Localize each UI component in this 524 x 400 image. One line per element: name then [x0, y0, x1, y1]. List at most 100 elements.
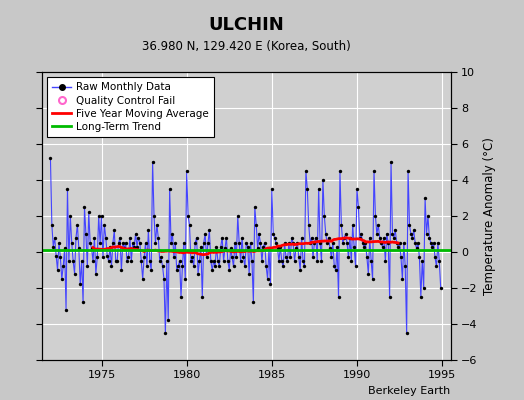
Point	[104, 258, 113, 264]
Point	[418, 258, 427, 264]
Point	[303, 186, 311, 192]
Point	[161, 330, 170, 336]
Point	[53, 267, 62, 273]
Point	[258, 258, 266, 264]
Point	[89, 258, 97, 264]
Point	[270, 234, 279, 241]
Point	[336, 168, 344, 174]
Point	[216, 243, 225, 250]
Point	[292, 245, 300, 252]
Point	[279, 263, 287, 270]
Point	[78, 258, 86, 264]
Point	[113, 258, 122, 264]
Point	[356, 234, 364, 241]
Point	[353, 186, 361, 192]
Point	[138, 276, 147, 282]
Point	[167, 240, 175, 246]
Point	[255, 231, 263, 237]
Point	[108, 240, 117, 246]
Point	[239, 254, 248, 261]
Point	[191, 240, 199, 246]
Point	[400, 240, 408, 246]
Point	[422, 231, 431, 237]
Point	[56, 254, 64, 261]
Y-axis label: Temperature Anomaly (°C): Temperature Anomaly (°C)	[483, 137, 496, 295]
Point	[124, 254, 133, 261]
Point	[128, 240, 137, 246]
Point	[354, 204, 363, 210]
Point	[405, 222, 413, 228]
Point	[390, 234, 398, 241]
Point	[70, 270, 79, 277]
Point	[188, 254, 196, 261]
Point	[58, 276, 66, 282]
Point	[60, 245, 69, 252]
Point	[397, 254, 405, 261]
Point	[364, 270, 373, 277]
Point	[250, 204, 259, 210]
Point	[294, 254, 303, 261]
Point	[358, 240, 367, 246]
Point	[172, 267, 181, 273]
Point	[309, 254, 317, 261]
Point	[285, 240, 293, 246]
Point	[97, 213, 106, 219]
Point	[205, 227, 214, 234]
Point	[84, 209, 93, 216]
Point	[151, 240, 160, 246]
Point	[280, 240, 289, 246]
Point	[371, 213, 379, 219]
Point	[407, 231, 415, 237]
Point	[377, 240, 385, 246]
Point	[368, 276, 377, 282]
Point	[118, 240, 127, 246]
Point	[337, 222, 345, 228]
Point	[343, 240, 351, 246]
Point	[62, 306, 70, 313]
Point	[50, 234, 59, 241]
Point	[110, 227, 118, 234]
Point	[160, 276, 168, 282]
Point	[196, 243, 205, 250]
Point	[386, 294, 394, 300]
Point	[230, 263, 238, 270]
Point	[272, 240, 280, 246]
Point	[434, 240, 442, 246]
Point	[293, 240, 301, 246]
Point	[192, 234, 201, 241]
Point	[52, 252, 60, 259]
Point	[215, 263, 224, 270]
Point	[170, 254, 178, 261]
Point	[68, 240, 76, 246]
Point	[126, 234, 134, 241]
Point	[210, 258, 218, 264]
Point	[90, 234, 99, 241]
Point	[132, 231, 140, 237]
Point	[383, 231, 391, 237]
Point	[276, 243, 285, 250]
Point	[228, 254, 236, 261]
Point	[92, 270, 100, 277]
Point	[141, 240, 150, 246]
Point	[231, 240, 239, 246]
Point	[278, 258, 286, 264]
Point	[346, 234, 354, 241]
Point	[244, 243, 252, 250]
Point	[154, 234, 162, 241]
Point	[431, 254, 439, 261]
Point	[304, 222, 313, 228]
Point	[347, 258, 355, 264]
Point	[212, 243, 221, 250]
Point	[226, 245, 235, 252]
Point	[49, 243, 58, 250]
Point	[238, 234, 246, 241]
Point	[180, 240, 188, 246]
Point	[299, 258, 307, 264]
Point	[82, 231, 90, 237]
Point	[428, 243, 436, 250]
Point	[302, 168, 310, 174]
Point	[74, 245, 83, 252]
Point	[357, 231, 365, 237]
Point	[79, 299, 88, 306]
Point	[198, 294, 206, 300]
